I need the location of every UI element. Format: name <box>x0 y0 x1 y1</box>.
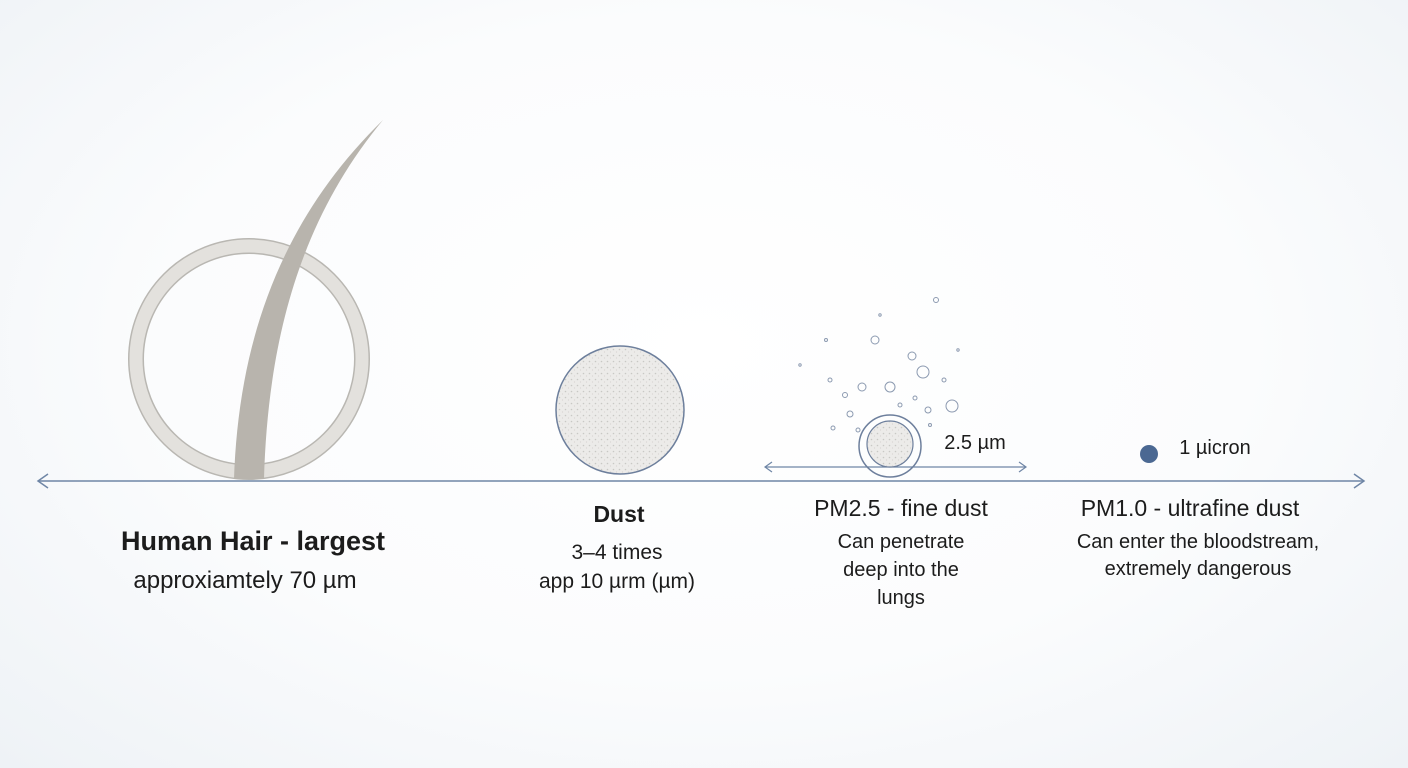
hair-size: approxiamtely 70 µm <box>133 567 357 594</box>
pm1-line-1: Can enter the bloodstream, <box>1076 531 1320 553</box>
pm1-title: PM1.0 - ultrafine dust <box>1080 495 1300 521</box>
dust-line-2: app 10 µrm (µm) <box>538 570 696 593</box>
pm1-size-label: 1 µicron <box>1179 437 1251 459</box>
pm25-line-1: Can penetrate <box>837 531 965 553</box>
pm25-title: PM2.5 - fine dust <box>814 495 988 521</box>
hair-title: Human Hair - largest <box>120 526 386 556</box>
axis-left-arrow-icon <box>36 473 49 489</box>
pm25-illustration <box>763 297 1028 478</box>
axis-right-arrow-icon <box>1353 473 1366 489</box>
pm25-line-3: lungs <box>877 587 925 609</box>
dust-line-1: 3–4 times <box>571 541 663 564</box>
pm1-line-2: extremely dangerous <box>1104 558 1292 580</box>
hair-strand <box>234 120 383 479</box>
human-hair-illustration <box>128 120 383 480</box>
pm1-particle <box>1140 445 1158 463</box>
scattered-particles <box>798 297 960 433</box>
size-axis <box>36 473 1366 489</box>
pm25-line-2: deep into the <box>843 559 959 581</box>
dust-particle <box>555 345 685 475</box>
pm25-size-label: 2.5 µm <box>944 432 1006 454</box>
dust-title: Dust <box>593 501 645 527</box>
